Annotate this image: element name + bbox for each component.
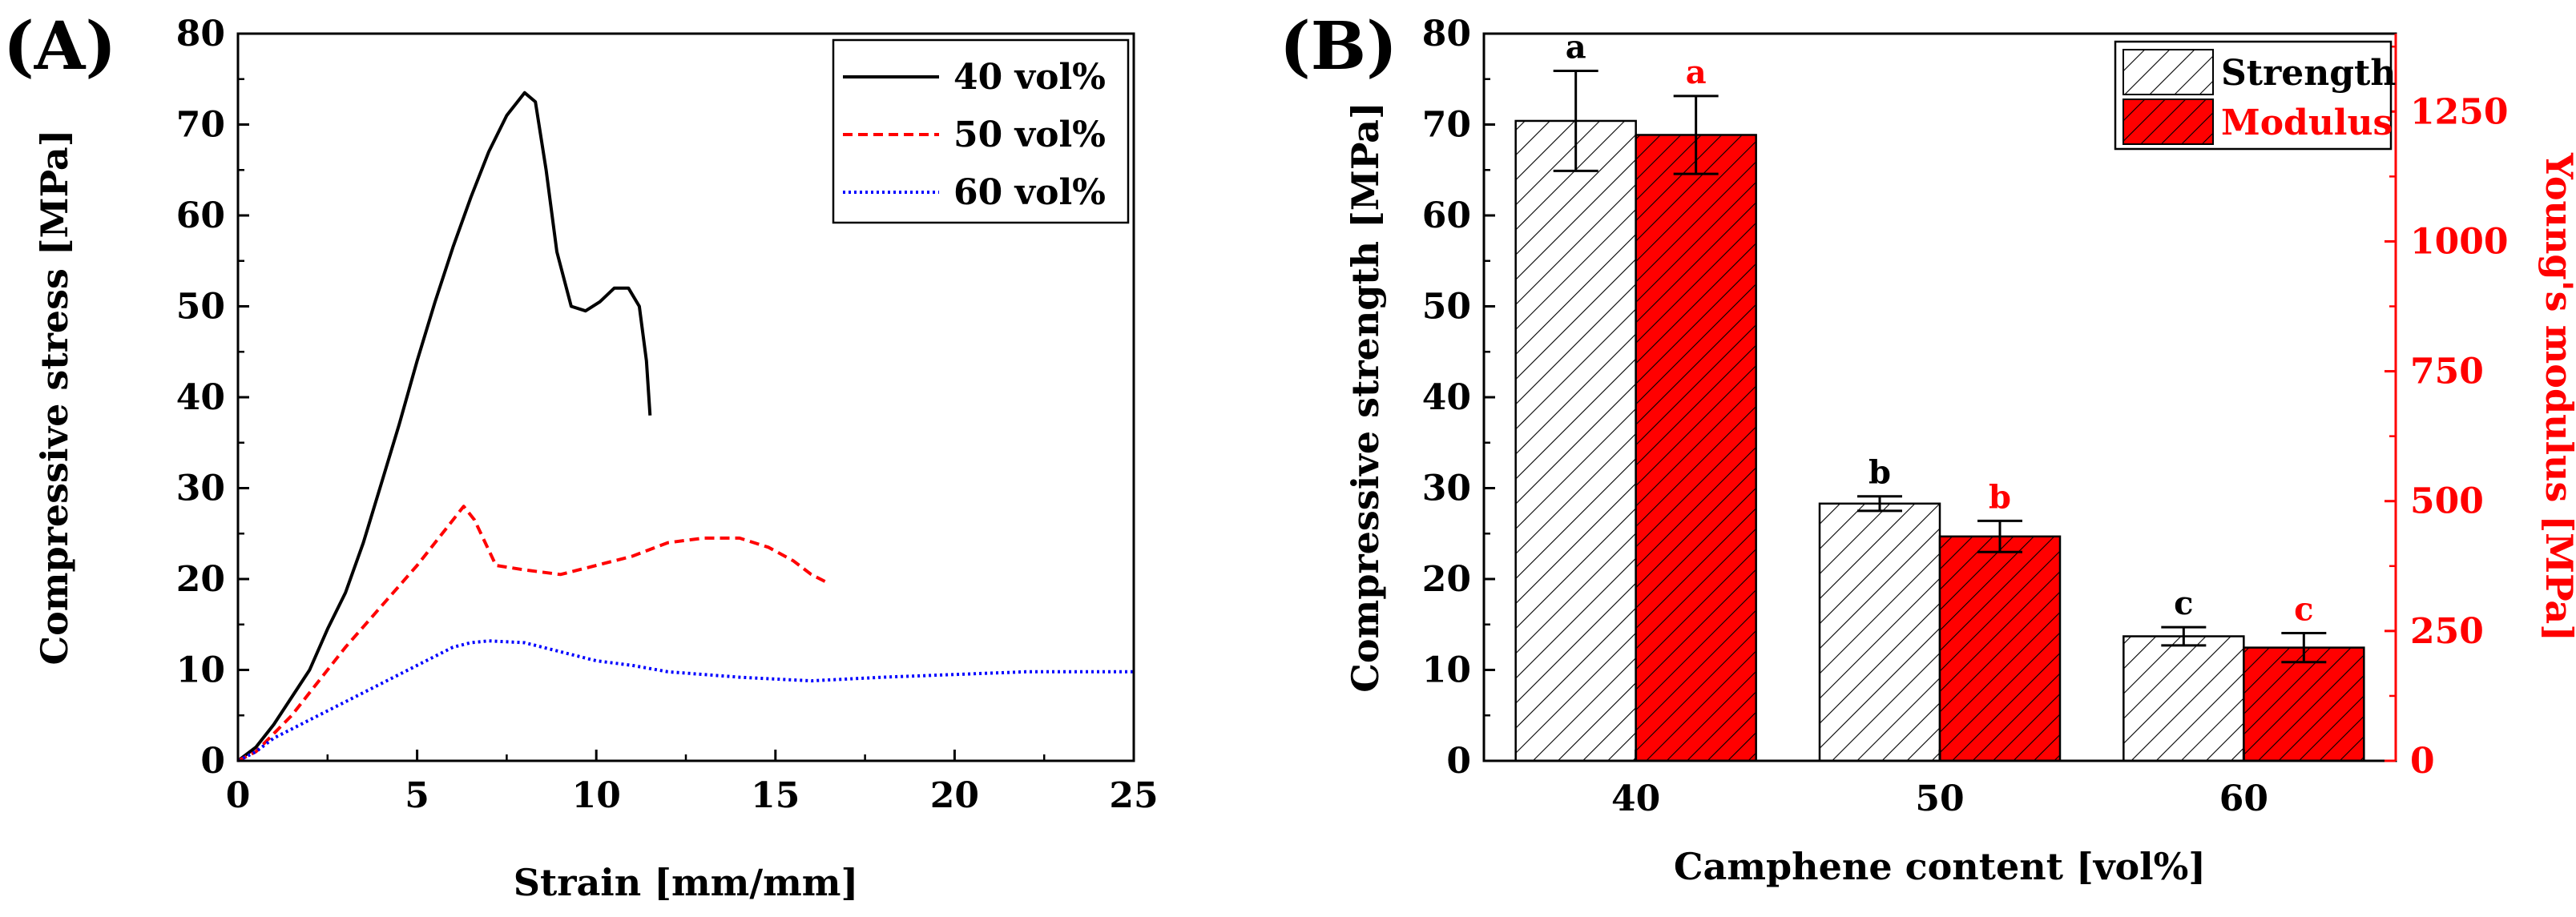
panel-b-axis-ticks bbox=[1484, 32, 2396, 762]
panel-b-x-tick-labels: 40 50 60 bbox=[1611, 778, 2268, 819]
bar-modulus-60 bbox=[2243, 646, 2365, 762]
significance-letter: b bbox=[1869, 454, 1891, 492]
y-tick-label: 50 bbox=[1422, 287, 1471, 328]
y-tick-label: 20 bbox=[176, 559, 225, 600]
x-tick-label: 15 bbox=[751, 775, 800, 816]
y-tick-label: 80 bbox=[1422, 14, 1471, 54]
x-tick-label: 20 bbox=[930, 775, 979, 816]
y-tick-label: 70 bbox=[176, 105, 225, 146]
significance-letter: c bbox=[2174, 585, 2193, 622]
panel-b-y-tick-labels: 0 10 20 30 40 50 60 70 80 bbox=[1422, 14, 1471, 782]
panel-b-y2-tick-labels: 0 250 500 750 1000 1250 bbox=[2410, 91, 2508, 782]
panel-b-legend: Strength Modulus bbox=[2114, 40, 2396, 151]
legend-label-strength: Strength bbox=[2221, 53, 2396, 94]
panel-b-label: (B) bbox=[1280, 8, 1397, 85]
x-tick-label: 60 bbox=[2219, 778, 2268, 819]
y2-tick-label: 1000 bbox=[2410, 221, 2508, 262]
series-line-50-vol bbox=[237, 505, 830, 762]
y-tick-label: 50 bbox=[176, 287, 225, 328]
y-tick-label: 70 bbox=[1422, 105, 1471, 146]
panel-a-y-tick-labels: 0 10 20 30 40 50 60 70 80 bbox=[176, 14, 225, 782]
series-line-60-vol bbox=[237, 639, 1134, 762]
y2-tick-label: 0 bbox=[2410, 741, 2435, 782]
panel-a-axis-ticks bbox=[236, 32, 1135, 762]
significance-letter: b bbox=[1989, 478, 2011, 516]
y-tick-label: 30 bbox=[176, 469, 225, 509]
y2-tick-label: 500 bbox=[2410, 481, 2484, 522]
bar-strength-50 bbox=[1818, 502, 1941, 762]
y-tick-label: 0 bbox=[1446, 741, 1471, 782]
bar-modulus-40 bbox=[1635, 134, 1757, 762]
y-tick-label: 60 bbox=[1422, 195, 1471, 236]
x-tick-label: 5 bbox=[405, 775, 429, 816]
y-tick-label: 10 bbox=[1422, 650, 1471, 691]
legend-swatch-strength bbox=[2122, 49, 2214, 95]
y-tick-label: 10 bbox=[176, 650, 225, 691]
x-tick-label: 0 bbox=[226, 775, 251, 816]
x-tick-label: 25 bbox=[1109, 775, 1158, 816]
x-tick-label: 50 bbox=[1915, 778, 1964, 819]
bar-strength-40 bbox=[1514, 119, 1637, 762]
y-tick-label: 60 bbox=[176, 195, 225, 236]
panel-a-series-layer bbox=[236, 90, 1134, 762]
y-tick-label: 30 bbox=[1422, 469, 1471, 509]
legend-swatch-modulus bbox=[2122, 99, 2214, 145]
panel-a-line-chart: (A) 0 5 10 15 20 25 0 10 20 30 40 50 60 70 80 Strain … bbox=[3, 8, 1159, 904]
y-tick-label: 80 bbox=[176, 14, 225, 54]
series-line-40-vol bbox=[236, 90, 652, 762]
y-tick-label: 0 bbox=[200, 741, 225, 782]
x-tick-label: 10 bbox=[572, 775, 621, 816]
bar-strength-60 bbox=[2122, 635, 2245, 762]
bar-modulus-50 bbox=[1938, 535, 2062, 762]
legend-label-40: 40 vol% bbox=[953, 57, 1106, 98]
panel-b-y2-axis-title: Young's modulus [MPa] bbox=[2538, 152, 2576, 641]
panel-a-legend: 40 vol% 50 vol% 60 vol% bbox=[832, 38, 1130, 224]
panel-b-x-axis-title: Camphene content [vol%] bbox=[1674, 845, 2206, 888]
y2-tick-label: 750 bbox=[2410, 352, 2484, 392]
panel-a-y-axis-title: Compressive stress [MPa] bbox=[33, 130, 76, 666]
y2-tick-label: 1250 bbox=[2410, 91, 2508, 132]
significance-letter: a bbox=[1686, 54, 1707, 91]
y-tick-label: 20 bbox=[1422, 559, 1471, 600]
y-tick-label: 40 bbox=[176, 377, 225, 418]
legend-label-50: 50 vol% bbox=[953, 115, 1106, 155]
y-tick-label: 40 bbox=[1422, 377, 1471, 418]
significance-letter: c bbox=[2294, 590, 2313, 628]
panel-b-y-axis-title: Compressive strength [MPa] bbox=[1344, 102, 1387, 692]
x-tick-label: 40 bbox=[1611, 778, 1660, 819]
legend-label-60: 60 vol% bbox=[953, 172, 1106, 213]
legend-label-modulus: Modulus bbox=[2221, 103, 2393, 143]
panel-a-x-tick-labels: 0 5 10 15 20 25 bbox=[226, 775, 1159, 816]
y2-tick-label: 250 bbox=[2410, 611, 2484, 652]
panel-a-label: (A) bbox=[3, 8, 116, 85]
panel-a-x-axis-title: Strain [mm/mm] bbox=[514, 861, 858, 904]
